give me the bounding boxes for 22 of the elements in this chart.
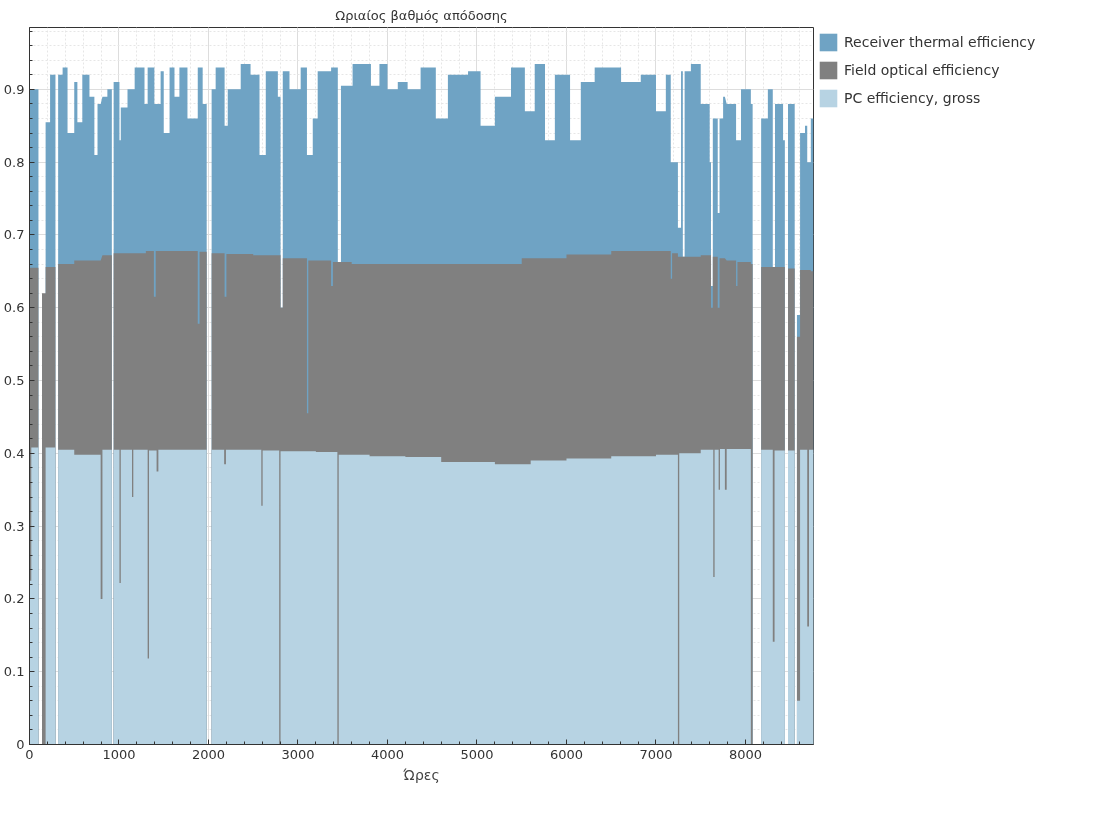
x-tick-label: 6000 [549,746,584,762]
x-tick-label: 1000 [102,746,136,762]
x-tick-label: 8000 [728,746,763,762]
y-tick-label: 0.9 [3,81,25,97]
x-tick-label: 5000 [460,746,494,762]
y-tick-label: 0.3 [3,518,25,534]
legend-label: Receiver thermal efficiency [844,34,1036,50]
y-tick-label: 0.1 [3,664,25,680]
legend-label: PC efficiency, gross [844,90,981,106]
x-axis-title: Ώρες [402,766,440,783]
x-tick-label: 4000 [370,746,405,762]
chart-title: Ωριαίος βαθμός απόδοσης [335,7,508,23]
y-tick-label: 0.4 [3,445,25,461]
x-tick-label: 2000 [191,746,226,762]
x-tick-label: 3000 [281,746,315,762]
y-tick-label: 0.7 [3,227,25,243]
legend-label: Field optical efficiency [844,62,1000,78]
x-tick-label: 7000 [639,746,673,762]
y-tick-label: 0.2 [3,591,25,607]
y-tick-label: 0.5 [3,373,25,389]
y-tick-label: 0.6 [3,300,25,316]
y-tick-label: 0.8 [3,154,25,170]
